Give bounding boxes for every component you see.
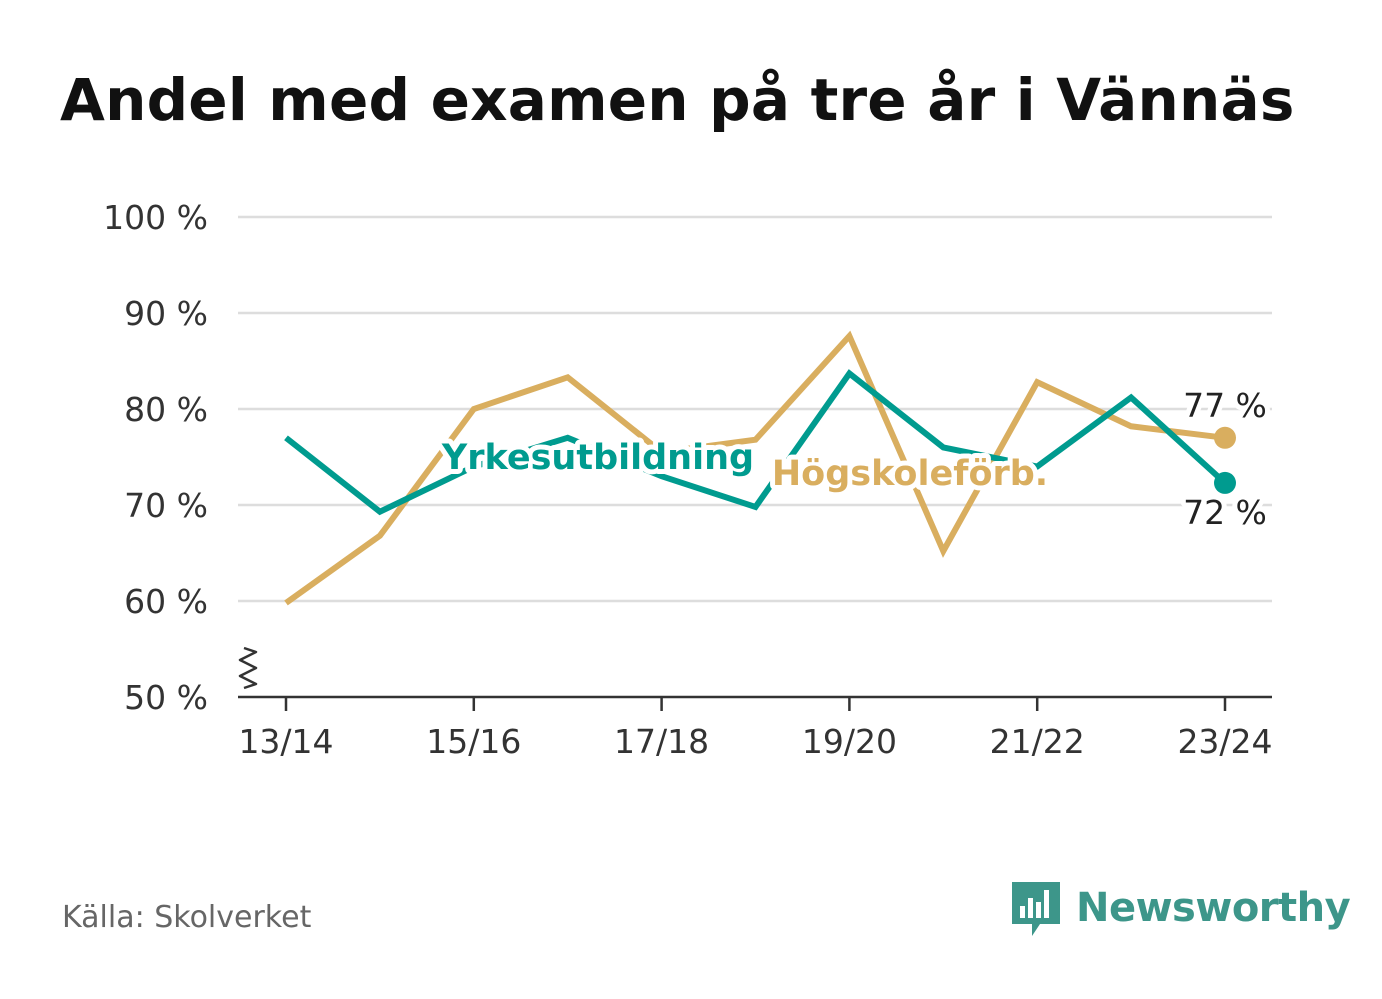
grid-lines	[238, 215, 1272, 690]
end-value-label-yrkesutbildning-halo: 72 %	[1183, 493, 1267, 532]
x-tick-label: 23/24	[1177, 722, 1272, 761]
series-label-hogskoleforb-halo: Högskoleförb.	[772, 454, 1048, 494]
series-lines	[284, 330, 1236, 606]
axis-break-icon	[238, 646, 258, 690]
y-tick-label: 70 %	[124, 486, 208, 525]
series-label-yrkesutbildning: Yrkesutbildning	[441, 438, 754, 478]
end-point-marker	[1214, 471, 1236, 494]
brand-logo[interactable]: Newsworthy	[1010, 878, 1351, 938]
y-tick-label: 60 %	[124, 582, 208, 621]
series-line	[284, 330, 1226, 606]
y-tick-label: 100 %	[103, 198, 208, 237]
y-tick-label: 90 %	[124, 294, 208, 333]
source-note: Källa: Skolverket	[62, 900, 312, 935]
chart-title: Andel med examen på tre år i Vännäs	[60, 66, 1295, 134]
brand-name: Newsworthy	[1076, 885, 1351, 931]
end-value-label-hogskoleforb-halo: 77 %	[1183, 386, 1267, 425]
series-line	[284, 369, 1228, 516]
y-tick-label: 50 %	[124, 678, 208, 717]
end-value-label-yrkesutbildning: 72 %	[1183, 493, 1267, 532]
y-tick-label: 80 %	[124, 390, 208, 429]
x-tick-label: 13/14	[238, 722, 333, 761]
end-value-label-hogskoleforb: 77 %	[1183, 386, 1267, 425]
x-tick-label: 21/22	[990, 722, 1085, 761]
x-axis-ticks: 13/14 15/16 17/18 19/20 21/22 23/24	[238, 697, 1273, 761]
y-axis-ticks: 50 % 60 % 70 % 80 % 90 % 100 %	[103, 198, 208, 717]
series-label-hogskoleforb: Högskoleförb.	[772, 454, 1048, 494]
newsworthy-logo-icon	[1012, 882, 1060, 936]
x-tick-label: 19/20	[802, 722, 897, 761]
series-label-yrkesutbildning-halo: Yrkesutbildning	[441, 438, 754, 478]
x-tick-label: 15/16	[426, 722, 521, 761]
end-point-marker	[1214, 426, 1236, 449]
x-tick-label: 17/18	[614, 722, 709, 761]
